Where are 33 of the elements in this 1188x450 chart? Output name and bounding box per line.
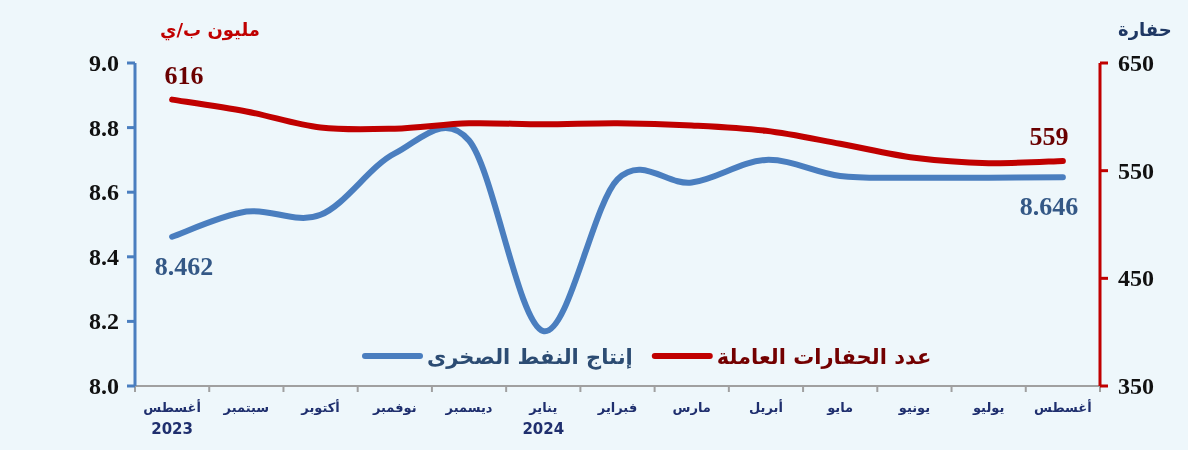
y2-tick-label: 650 <box>1118 50 1154 76</box>
text: 2024 <box>522 420 565 438</box>
y-tick-label: 9.0 <box>89 50 119 76</box>
y-tick-label: 8.2 <box>89 308 119 335</box>
data-label: 8.462 <box>154 251 214 281</box>
x-tick-label: أغسطس <box>1034 399 1092 415</box>
x-tick-label: أبريل <box>749 399 783 415</box>
x-tick-label: سبتمبر <box>222 400 270 415</box>
data-label: 8.646 <box>1019 192 1079 222</box>
y2-tick-label: 350 <box>1118 373 1154 399</box>
x-tick-label: يناير <box>528 400 558 415</box>
x-tick-label: أكتوبر <box>300 399 340 415</box>
x-tick-label: يوليو <box>971 400 1005 415</box>
x-tick-label: مارس <box>672 400 711 415</box>
legend-label: إنتاج النفط الصخرى <box>427 345 633 370</box>
y2-axis-title: حفارة <box>1118 19 1172 40</box>
data-label: 616 <box>164 60 204 90</box>
y-tick-label: 8.0 <box>89 373 119 399</box>
x-tick-label: نوفمبر <box>371 400 417 415</box>
x-tick-label: فبراير <box>596 400 638 415</box>
y-axis-title: مليون ب/ي <box>160 19 260 41</box>
data-label: 559 <box>1029 121 1069 151</box>
y2-tick-label: 450 <box>1118 265 1154 292</box>
legend-label: عدد الحفارات العاملة <box>716 345 932 369</box>
y2-tick-label: 550 <box>1118 157 1154 184</box>
x-tick-label: ديسمبر <box>444 400 493 415</box>
x-tick-label: يونيو <box>897 400 931 415</box>
x-tick-label: مايو <box>826 400 854 415</box>
y-tick-label: 8.4 <box>89 243 119 270</box>
y-tick-label: 8.6 <box>89 179 119 206</box>
y-tick-label: 8.8 <box>89 114 119 141</box>
text: 2023 <box>151 420 193 438</box>
x-tick-label: أغسطس <box>143 399 201 415</box>
